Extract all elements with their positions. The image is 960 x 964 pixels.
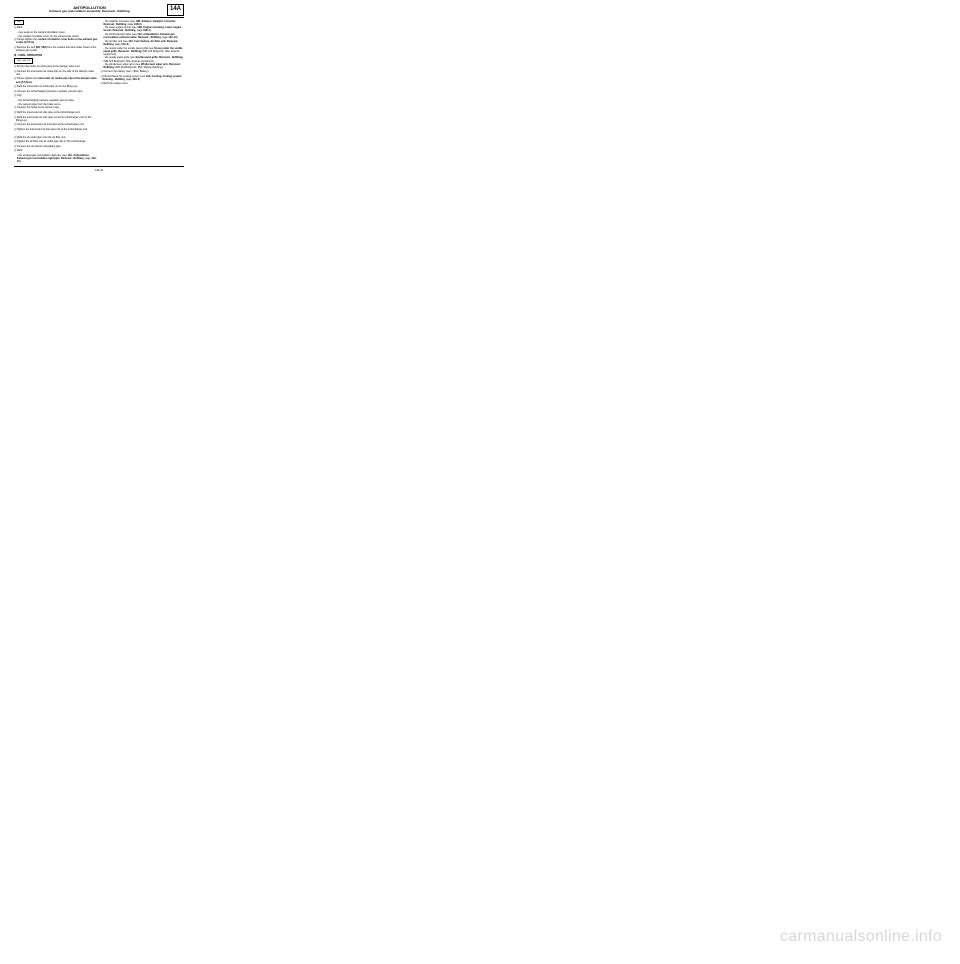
header-titles: ANTIPOLLUTION Exhaust gas recirculation … xyxy=(14,4,165,16)
step: Refit the air outlet pipe onto the air f… xyxy=(14,136,98,139)
step: Tighten the air filter unit air outlet p… xyxy=(14,140,98,143)
step: Connect the brake servo vacuum pipe. xyxy=(14,106,98,109)
step: Connect the oil vapour rebreathing pipe. xyxy=(14,145,98,148)
substep: the windscreen wiper arms (see Windscree… xyxy=(101,63,185,69)
step: Fill and bleed the cooling system (see 1… xyxy=(101,75,185,81)
step: Refit: xyxy=(14,149,98,152)
step: Clip: xyxy=(14,94,98,97)
substep: the exhaust gas recirculation rigid pipe… xyxy=(14,154,98,163)
engine-code-box: F9Q xyxy=(14,20,24,26)
section-code-box: 14A xyxy=(167,4,184,16)
step: Torque tighten the coolant circulation c… xyxy=(14,38,98,44)
substep: the catalytic converter (see 19B, Exhaus… xyxy=(101,20,185,26)
step: Connect the intercooler air outlet pipe … xyxy=(14,70,98,76)
engine-code-box: F9Q, and 774 xyxy=(14,58,33,64)
step: Connect the turbocharging pressure regul… xyxy=(14,90,98,93)
step: Refit the engine cover. xyxy=(101,82,185,85)
watermark: carmanualsonline.info xyxy=(780,928,942,946)
substep: the EGR solenoid valve (see 14A, Antipol… xyxy=(101,33,185,39)
header-title-sub: Exhaust gas recirculation assembly: Remo… xyxy=(14,10,165,14)
page-header: ANTIPOLLUTION Exhaust gas recirculation … xyxy=(14,4,184,18)
step: Fit the intercooler air outlet pipe at t… xyxy=(14,65,98,68)
step: Connect the intercooler air inlet pipe a… xyxy=(14,123,98,126)
left-column: F9Q Refit: new seals on the coolant circ… xyxy=(14,20,98,164)
step: Remove the tool (Ms. 583) from the coola… xyxy=(14,46,98,52)
manual-page: ANTIPOLLUTION Exhaust gas recirculation … xyxy=(14,4,184,172)
substep: the scoop under the scuttle panel grille… xyxy=(101,47,185,56)
page-number: 14A-34 xyxy=(14,169,184,172)
right-column: the catalytic converter (see 19B, Exhaus… xyxy=(101,20,185,164)
step: Refit the intercooler air inlet pipe at … xyxy=(14,111,98,114)
step: Refit: xyxy=(14,26,98,29)
section-heading: III - FINAL OPERATION xyxy=(14,54,98,57)
step: Tighten the intercooler air inlet pipe c… xyxy=(14,128,98,131)
step: Refit the intercooler air outlet pipe nu… xyxy=(14,85,98,88)
step: Connect the battery (see ) (80A, Battery… xyxy=(101,70,185,73)
substep: the lower engine tie-bar (see 19D, Engin… xyxy=(101,26,185,32)
substep: the scuttle panel grille (see Scuttle pa… xyxy=(101,56,185,62)
step: Refit the intercooler air inlet pipe nut… xyxy=(14,116,98,122)
content-columns: F9Q Refit: new seals on the coolant circ… xyxy=(14,20,184,167)
step: Torque tighten the intercooler air outle… xyxy=(14,77,98,83)
substep: the air filter unit (see 12A, Fuel mixtu… xyxy=(101,40,185,46)
